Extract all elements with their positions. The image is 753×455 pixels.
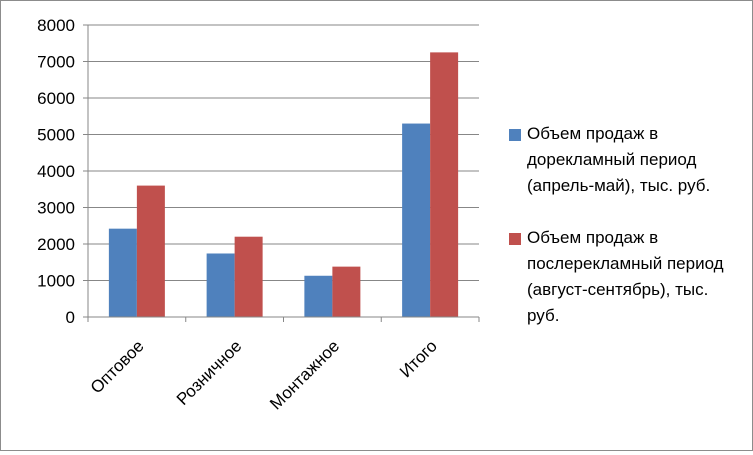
bars bbox=[108, 52, 459, 317]
y-tick-label: 3000 bbox=[37, 199, 75, 218]
y-tick-label: 1000 bbox=[37, 272, 75, 291]
x-tick-label: Оптовое bbox=[87, 336, 148, 397]
legend-item-after: Объем продаж в послерекламный период (ав… bbox=[509, 225, 744, 329]
legend-swatch-before bbox=[509, 129, 521, 141]
bar-after bbox=[430, 52, 459, 317]
legend-label-before: Объем продаж в дорекламный период (апрел… bbox=[527, 124, 711, 195]
y-tick-label: 6000 bbox=[37, 89, 75, 108]
bar-before bbox=[402, 123, 431, 317]
legend-label-after: Объем продаж в послерекламный период (ав… bbox=[527, 228, 724, 325]
legend-swatch-after bbox=[509, 233, 521, 245]
bar-after bbox=[234, 236, 263, 317]
y-axis: 0 1000 2000 3000 4000 5000 6000 7000 8000 bbox=[37, 16, 89, 327]
legend: Объем продаж в дорекламный период (апрел… bbox=[509, 121, 744, 329]
y-tick-label: 0 bbox=[66, 308, 75, 327]
y-tick-label: 4000 bbox=[37, 162, 75, 181]
y-tick-label: 8000 bbox=[37, 16, 75, 35]
bar-before bbox=[206, 253, 235, 317]
x-tick-label: Розничное bbox=[173, 336, 246, 409]
bar-after bbox=[332, 266, 361, 317]
x-axis: Оптовое Розничное Монтажное Итого bbox=[87, 316, 480, 413]
bar-after bbox=[136, 185, 165, 317]
y-tick-label: 7000 bbox=[37, 53, 75, 72]
y-tick-label: 5000 bbox=[37, 126, 75, 145]
legend-item-before: Объем продаж в дорекламный период (апрел… bbox=[509, 121, 744, 199]
y-tick-label: 2000 bbox=[37, 235, 75, 254]
x-tick-label: Монтажное bbox=[266, 336, 343, 413]
bar-before bbox=[304, 275, 333, 317]
x-tick-label: Итого bbox=[396, 336, 441, 381]
bar-before bbox=[108, 228, 137, 317]
